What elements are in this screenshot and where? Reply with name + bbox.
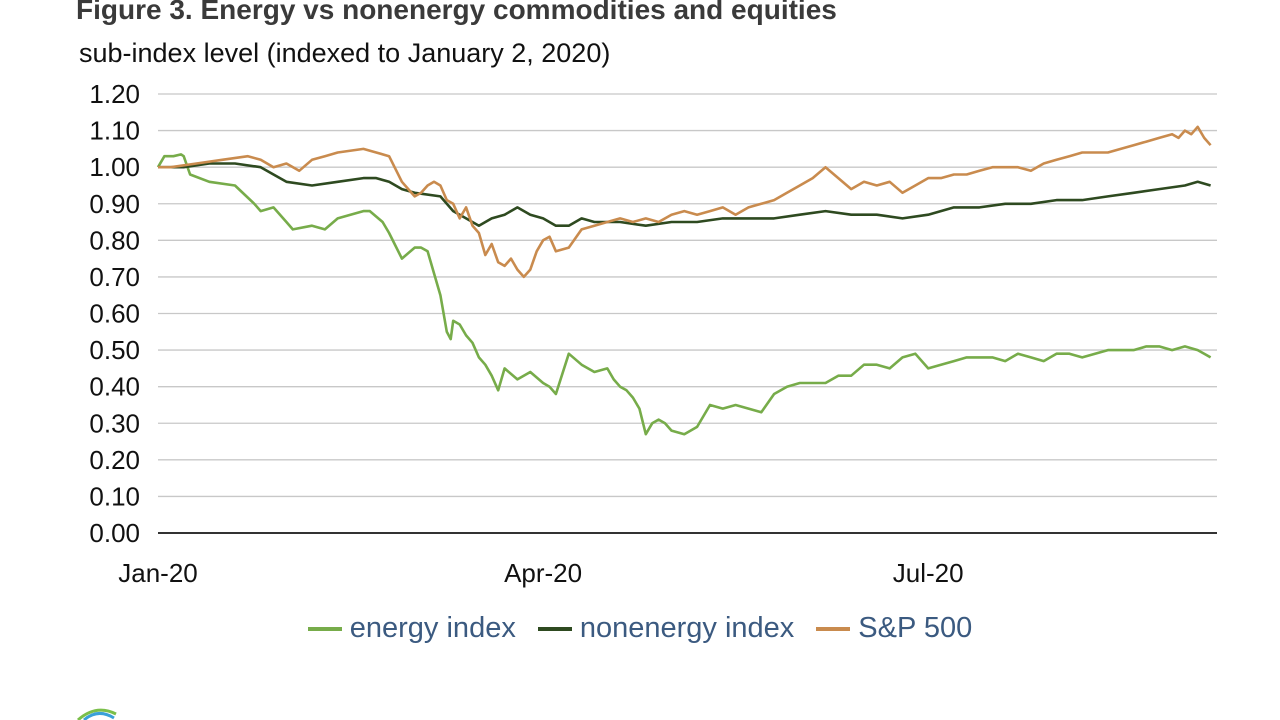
x-tick-label: Apr-20 xyxy=(504,558,582,588)
legend-swatch-sp500 xyxy=(816,626,851,631)
x-axis-ticks: Jan-20 Apr-20 Jul-20 xyxy=(118,558,963,588)
y-tick-label: 0.20 xyxy=(89,445,140,475)
y-tick-label: 0.60 xyxy=(89,299,140,329)
legend-item-sp500: S&P 500 xyxy=(816,612,972,645)
y-tick-label: 0.50 xyxy=(89,335,140,365)
legend-label-nonenergy: nonenergy index xyxy=(579,612,795,644)
legend-item-energy: energy index xyxy=(307,612,516,645)
y-tick-label: 1.20 xyxy=(89,79,140,109)
legend-swatch-energy xyxy=(307,626,342,631)
series-line-nonenergy xyxy=(158,162,1211,227)
gridlines xyxy=(158,93,1217,534)
y-tick-label: 0.70 xyxy=(89,262,140,292)
y-tick-label: 0.30 xyxy=(89,408,140,438)
series-lines xyxy=(156,125,1212,436)
x-tick-label: Jan-20 xyxy=(118,558,198,588)
y-tick-label: 0.00 xyxy=(89,518,140,548)
legend-label-sp500: S&P 500 xyxy=(858,612,973,644)
y-tick-label: 1.10 xyxy=(89,116,140,146)
legend: energy index nonenergy index S&P 500 xyxy=(0,612,1280,645)
x-tick-label: Jul-20 xyxy=(893,558,964,588)
eia-logo-icon xyxy=(77,708,117,720)
y-tick-label: 0.10 xyxy=(89,481,140,511)
legend-swatch-nonenergy xyxy=(537,626,572,631)
y-tick-label: 1.00 xyxy=(89,152,140,182)
legend-item-nonenergy: nonenergy index xyxy=(537,612,795,645)
y-axis-ticks: 0.00 0.10 0.20 0.30 0.40 0.50 0.60 0.70 0.80 0.90… xyxy=(89,79,140,548)
series-line-energy xyxy=(156,153,1212,436)
y-tick-label: 0.80 xyxy=(89,225,140,255)
legend-label-energy: energy index xyxy=(349,612,516,644)
series-line-sp500 xyxy=(158,125,1212,279)
axis-subtitle: sub-index level (indexed to January 2, 2… xyxy=(79,38,611,68)
figure-title: Figure 3. Energy vs nonenergy commoditie… xyxy=(76,0,837,25)
y-tick-label: 0.90 xyxy=(89,189,140,219)
y-tick-label: 0.40 xyxy=(89,372,140,402)
